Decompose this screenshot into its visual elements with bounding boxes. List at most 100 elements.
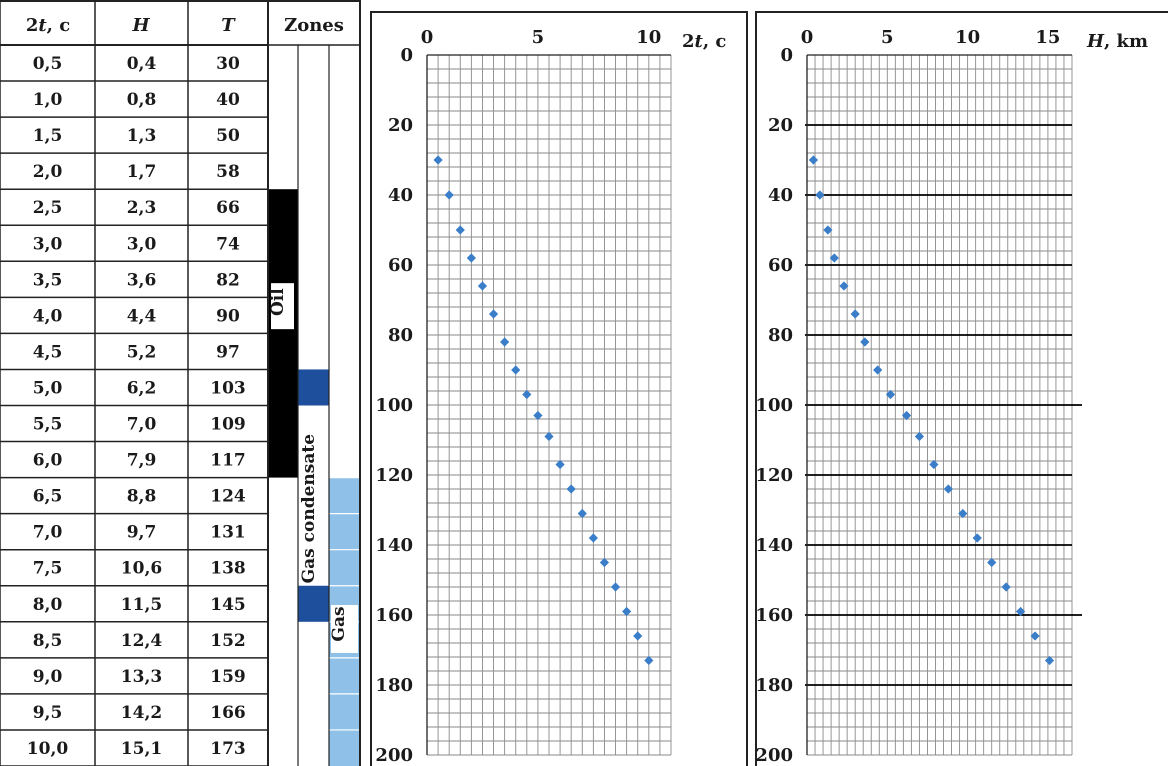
data-point <box>488 309 499 319</box>
table-cell: 7,5 <box>33 559 63 579</box>
data-point <box>577 508 587 519</box>
y-tick-label: 60 <box>388 255 413 276</box>
y-tick-label: 0 <box>780 45 793 66</box>
data-point <box>885 389 896 400</box>
chart-depth: 0 5 10 15 0 20 40 60 80 100 120 140 160 180 200 H, km <box>755 11 1168 766</box>
table-cell: 103 <box>210 378 246 398</box>
table-cell: 138 <box>210 559 246 579</box>
data-point <box>466 253 476 263</box>
table-cell: 6,0 <box>33 451 63 471</box>
y-tick-label: 100 <box>375 395 413 416</box>
data-point <box>533 410 543 421</box>
x-tick-label: 5 <box>532 27 545 48</box>
y-tick-label: 20 <box>768 115 793 136</box>
table-cell: 82 <box>216 270 240 290</box>
table-cell: 1,3 <box>127 126 157 146</box>
y-tick-label: 40 <box>768 185 793 206</box>
gas-condensate-zone-top <box>298 369 329 406</box>
oil-label-bg <box>271 283 294 330</box>
table-cell: 5,2 <box>127 342 157 362</box>
y-tick-label: 80 <box>388 325 413 346</box>
table-cell: 14,2 <box>121 703 162 723</box>
data-point <box>839 281 849 291</box>
table-cell: 11,5 <box>121 595 162 615</box>
y-tick-label: 120 <box>755 465 793 486</box>
data-point <box>599 557 610 568</box>
table-cell: 4,0 <box>33 306 63 326</box>
y-tick-label: 180 <box>755 675 793 696</box>
zone-label-gas: Gas <box>329 606 349 641</box>
table-cell: 40 <box>216 90 240 110</box>
y-tick-label: 200 <box>755 745 793 766</box>
table-cell: 9,5 <box>33 703 63 723</box>
table-cell: 5,5 <box>33 415 63 435</box>
table-cell: 3,5 <box>33 270 63 290</box>
data-point <box>901 410 912 421</box>
chart-panel <box>755 11 1168 766</box>
data-point <box>815 190 825 200</box>
table-cell: 9,7 <box>127 523 157 543</box>
data-point <box>477 281 488 291</box>
y-tick-label: 80 <box>768 325 793 346</box>
data-point <box>444 190 454 200</box>
x-tick-label: 10 <box>636 27 661 48</box>
zone-label-oil: Oil <box>268 288 288 316</box>
data-point <box>610 582 621 592</box>
table-cell: 2,3 <box>127 198 157 218</box>
data-point <box>958 508 968 519</box>
table-cell: 9,0 <box>33 667 63 687</box>
data-point <box>544 431 554 442</box>
data-point <box>622 606 632 617</box>
table-cell: 15,1 <box>121 739 162 759</box>
table-cell: 97 <box>216 342 240 362</box>
table-cell: 7,0 <box>33 523 63 543</box>
data-point <box>829 253 839 263</box>
table-cell: 166 <box>210 703 246 723</box>
data-point <box>455 225 465 235</box>
table-cell: 4,5 <box>33 342 63 362</box>
data-point <box>1001 582 1011 592</box>
y-tick-label: 100 <box>755 395 793 416</box>
table-cell: 8,5 <box>33 631 63 651</box>
data-point <box>644 655 654 666</box>
table-cell: 7,0 <box>127 415 157 435</box>
table-cell: 109 <box>210 415 246 435</box>
table-cell: 0,4 <box>127 54 157 74</box>
data-point <box>929 459 939 470</box>
table-cell: 50 <box>216 126 240 146</box>
data-point <box>522 389 532 400</box>
data-point <box>633 631 643 641</box>
table-cell: 1,0 <box>33 90 63 110</box>
table-cell: 58 <box>216 162 240 182</box>
data-point <box>873 365 883 375</box>
table-cell: 7,9 <box>127 451 157 471</box>
data-point <box>823 225 833 235</box>
data-point <box>588 533 598 543</box>
table-cell: 0,5 <box>33 54 63 74</box>
table-cell: 159 <box>210 667 246 687</box>
data-point <box>555 459 565 470</box>
table-cell: 74 <box>216 234 240 254</box>
y-tick-label: 160 <box>375 605 413 626</box>
table-header-1: H <box>131 15 150 36</box>
table-header-0: 2t, c <box>26 15 70 36</box>
data-point <box>987 557 997 568</box>
table-cell: 5,0 <box>33 378 63 398</box>
data-point <box>433 155 443 165</box>
gas-label-bg <box>331 605 358 654</box>
data-point <box>914 431 925 442</box>
x-axis-label: 2t, c <box>682 31 726 52</box>
y-tick-label: 120 <box>375 465 413 486</box>
table-cell: 13,3 <box>121 667 162 687</box>
y-tick-label: 180 <box>375 675 413 696</box>
table-cell: 117 <box>210 451 246 471</box>
table-cell: 3,0 <box>33 234 63 254</box>
table-cell: 8,8 <box>127 487 157 507</box>
y-tick-label: 200 <box>375 745 413 766</box>
data-point <box>943 484 953 494</box>
table-cell: 2,0 <box>33 162 63 182</box>
y-tick-label: 60 <box>768 255 793 276</box>
y-tick-label: 140 <box>755 535 793 556</box>
